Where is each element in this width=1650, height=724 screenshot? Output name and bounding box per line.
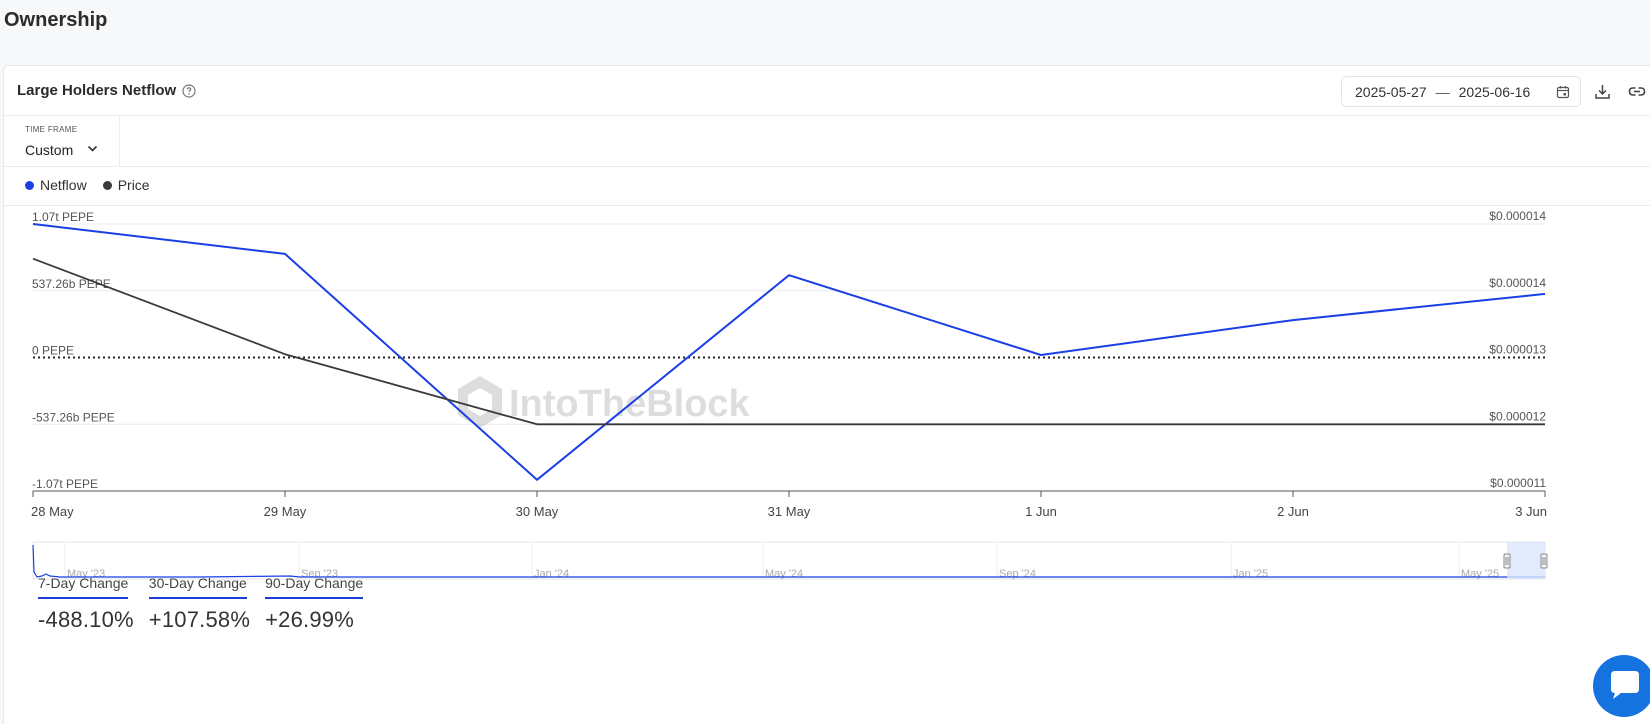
timeframe-value: Custom: [25, 142, 74, 158]
watermark-logo-icon: [458, 376, 502, 428]
navigator-label: May '25: [1461, 568, 1499, 580]
stat-7-day[interactable]: 7-Day Change -488.10%: [38, 575, 134, 633]
navigator-selection: [1507, 542, 1545, 579]
series-line-price: [32, 257, 1545, 426]
stat-value: +107.58%: [148, 607, 251, 632]
x-tick-label: 2 Jun: [1277, 504, 1309, 519]
download-icon[interactable]: [1594, 83, 1611, 100]
y-right-tick-label: $0.000011: [1490, 476, 1546, 490]
x-tick-label: 3 Jun: [1515, 504, 1547, 519]
stat-90-day[interactable]: 90-Day Change +26.99%: [265, 575, 364, 633]
date-range-picker[interactable]: 2025-05-27 — 2025-06-16: [1341, 76, 1581, 107]
timeframe-select[interactable]: TIME FRAME Custom: [4, 116, 120, 167]
y-right-tick-label: $0.000012: [1489, 409, 1546, 423]
legend-dot: [25, 180, 34, 190]
stat-label: 30-Day Change: [148, 575, 247, 599]
divider: [4, 166, 1650, 167]
stat-label: 7-Day Change: [38, 575, 129, 599]
stat-label: 90-Day Change: [265, 575, 364, 599]
chat-icon: [1611, 671, 1639, 699]
stat-value: +26.99%: [265, 607, 354, 632]
watermark: IntoTheBlock: [458, 376, 751, 428]
series-line-netflow: [32, 223, 1546, 481]
timeframe-label: TIME FRAME: [25, 125, 78, 134]
x-tick-label: 28 May: [31, 504, 74, 519]
date-start: 2025-05-27: [1355, 83, 1427, 100]
help-icon[interactable]: [182, 84, 196, 98]
page-title: Ownership: [4, 9, 108, 31]
y-left-tick-label: 0 PEPE: [32, 344, 74, 358]
card-header: Large Holders Netflow 2025-05-27 — 2025-…: [4, 66, 1650, 116]
chevron-down-icon: [87, 145, 98, 152]
x-tick-label: 29 May: [264, 504, 307, 519]
navigator-handle: [1503, 553, 1511, 569]
legend-item-netflow[interactable]: Netflow: [25, 177, 87, 193]
divider: [4, 205, 1650, 206]
netflow-card: Large Holders Netflow 2025-05-27 — 2025-…: [3, 65, 1650, 724]
date-end: 2025-06-16: [1458, 83, 1531, 100]
chart-legend: Netflow Price: [25, 170, 166, 200]
navigator-label: Jan '25: [1233, 568, 1268, 580]
navigator-handle: [1540, 553, 1548, 569]
stat-value: -488.10%: [38, 607, 134, 632]
navigator-label: May '24: [765, 568, 803, 580]
legend-label: Netflow: [40, 177, 87, 193]
navigator-series: [32, 544, 1545, 578]
y-right-tick-label: $0.000014: [1489, 209, 1546, 223]
y-left-tick-label: -1.07t PEPE: [32, 477, 98, 491]
card-title: Large Holders Netflow: [17, 82, 177, 99]
calendar-icon: [1556, 86, 1570, 99]
navigator-label: Jan '24: [534, 568, 569, 580]
legend-item-price[interactable]: Price: [102, 177, 150, 193]
x-tick-label: 30 May: [516, 504, 559, 519]
y-left-tick-label: -537.26b PEPE: [32, 410, 115, 424]
y-left-tick-label: 1.07t PEPE: [32, 210, 94, 224]
date-separator: —: [1435, 83, 1450, 100]
legend-dot: [102, 180, 112, 190]
legend-label: Price: [117, 177, 150, 193]
x-tick-label: 31 May: [768, 504, 811, 519]
x-tick-label: 1 Jun: [1025, 504, 1057, 519]
chat-button[interactable]: [1593, 655, 1650, 717]
link-icon[interactable]: [1628, 83, 1646, 100]
stat-30-day[interactable]: 30-Day Change +107.58%: [148, 575, 251, 633]
navigator-label: Sep '24: [999, 568, 1036, 580]
y-right-tick-label: $0.000013: [1489, 343, 1546, 357]
change-stats: 7-Day Change -488.10% 30-Day Change +107…: [38, 575, 378, 633]
y-right-tick-label: $0.000014: [1489, 276, 1546, 290]
